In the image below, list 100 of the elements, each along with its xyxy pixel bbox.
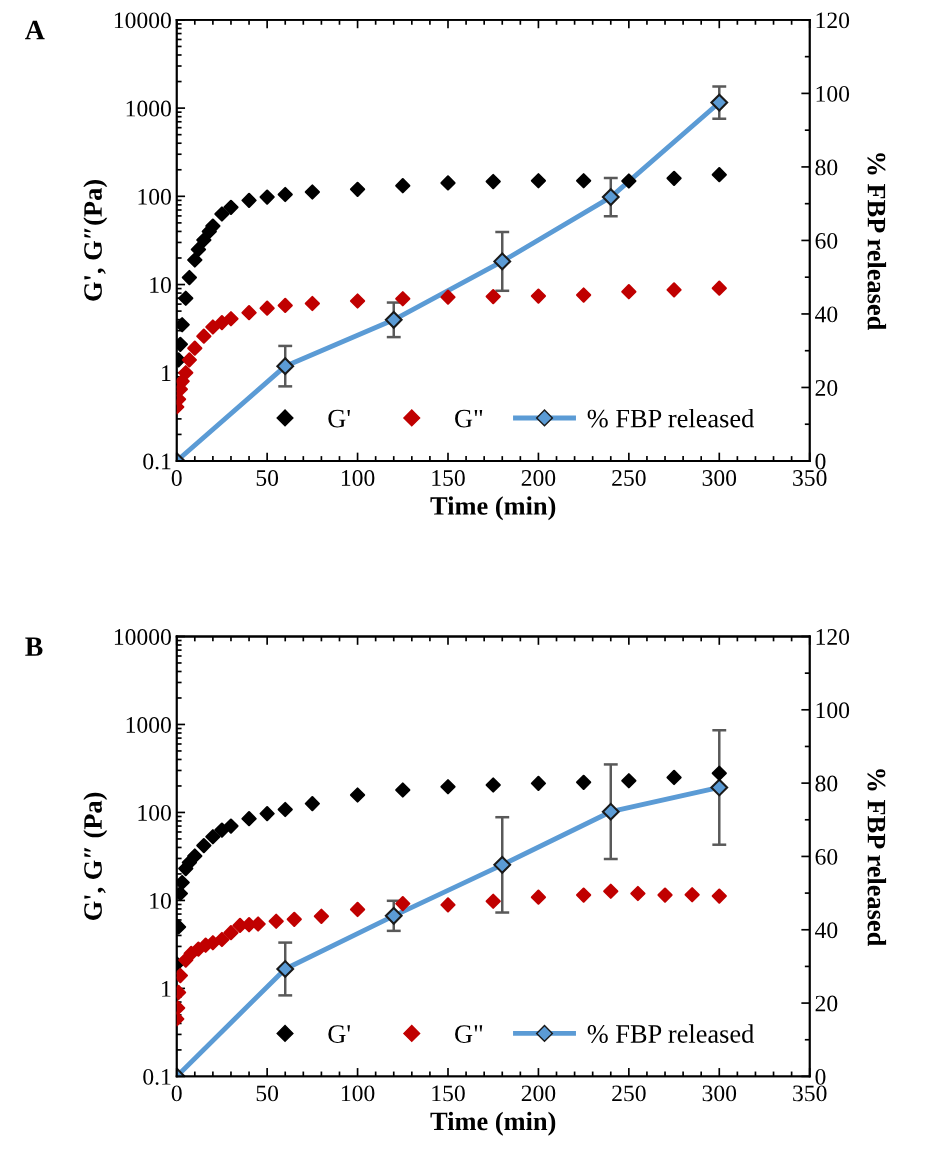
point: [277, 186, 293, 203]
y-tick-label: 100: [138, 188, 171, 205]
point: [621, 773, 637, 789]
point: [187, 848, 203, 864]
chart-title: B: [25, 637, 43, 656]
point: [176, 874, 190, 891]
point: [711, 888, 727, 904]
point: [196, 837, 212, 854]
point: [711, 280, 727, 296]
point: [485, 777, 501, 793]
point: [530, 288, 547, 304]
point: [277, 297, 293, 314]
legend-label: G': [328, 1025, 350, 1043]
y-tick-label: 1: [162, 365, 171, 381]
point: [395, 178, 411, 194]
y2-tick-label: 40: [815, 306, 838, 323]
y2-axis-title: % FBP released: [867, 769, 887, 947]
x-tick-label: 250: [612, 470, 646, 486]
point: [485, 173, 501, 190]
y2-tick-label: 40: [815, 922, 838, 939]
legend-label: G": [455, 1025, 483, 1043]
point: [205, 829, 221, 845]
point: [196, 328, 212, 344]
point: [241, 192, 257, 208]
point: [214, 206, 230, 222]
point: [181, 269, 197, 286]
x-tick-label: 250: [612, 1085, 646, 1102]
point: [576, 173, 592, 189]
y-tick-label: 0.1: [143, 1068, 171, 1085]
point: [711, 167, 727, 183]
point: [666, 769, 682, 786]
point: [349, 293, 366, 309]
point: [621, 284, 637, 300]
point: [187, 252, 203, 268]
legend-label: G': [328, 409, 350, 428]
x-tick-label: 100: [341, 1085, 375, 1102]
x-tick-label: 200: [521, 1085, 556, 1102]
x-tick-label: 0: [171, 1085, 182, 1102]
point: [223, 199, 239, 215]
point: [259, 300, 275, 316]
x-tick-label: 0: [171, 470, 182, 486]
point: [485, 288, 501, 305]
point: [241, 305, 257, 321]
point: [187, 340, 203, 356]
y2-tick-label: 100: [816, 702, 850, 719]
point: [349, 181, 366, 197]
point: [576, 774, 592, 790]
point: [621, 173, 637, 189]
y-tick-label: 100: [138, 804, 171, 821]
point: [241, 811, 257, 827]
y2-tick-label: 120: [816, 628, 850, 645]
y-tick-label: 1: [162, 981, 171, 997]
point: [395, 782, 411, 798]
point: [485, 893, 501, 909]
x-tick-label: 50: [256, 470, 279, 486]
point: [196, 232, 212, 248]
point: [395, 895, 411, 912]
y2-tick-label: 0: [815, 453, 826, 470]
point: [530, 775, 547, 791]
x-tick-label: 350: [793, 470, 827, 486]
y2-tick-label: 60: [815, 848, 838, 865]
y2-tick-label: 20: [815, 995, 838, 1012]
point: [440, 175, 456, 191]
point: [530, 173, 547, 189]
legend-label: G": [455, 409, 483, 428]
y-axis-title: G', G″(Pa): [83, 180, 108, 301]
point: [440, 897, 456, 913]
y2-tick-label: 80: [815, 775, 838, 792]
x-tick-label: 150: [432, 470, 465, 486]
point: [576, 287, 592, 303]
point: [277, 801, 293, 818]
point: [223, 311, 239, 327]
y-tick-label: 10: [150, 277, 171, 293]
point: [666, 170, 682, 186]
y-tick-label: 10: [150, 892, 171, 909]
y2-tick-label: 20: [815, 379, 838, 396]
y-axis-title: G', G″ (Pa): [83, 792, 108, 920]
point: [440, 289, 456, 305]
y2-tick-label: 0: [815, 1068, 826, 1085]
point: [268, 913, 284, 929]
x-tick-label: 50: [256, 1085, 279, 1102]
point: [178, 365, 194, 381]
y2-axis-title: % FBP released: [867, 153, 887, 331]
point: [711, 765, 727, 781]
point: [190, 241, 207, 258]
point: [259, 189, 275, 205]
point: [603, 883, 619, 899]
y-tick-label: 10000: [114, 12, 171, 29]
point: [286, 911, 302, 927]
point: [304, 795, 320, 812]
point: [259, 805, 275, 822]
x-tick-label: 150: [432, 1085, 465, 1102]
chart-title: A: [25, 20, 45, 40]
point: [304, 295, 320, 312]
point: [349, 901, 366, 918]
y2-tick-label: 60: [815, 232, 838, 249]
point: [630, 885, 646, 902]
point: [181, 352, 197, 368]
point: [440, 779, 456, 795]
point: [313, 908, 330, 924]
